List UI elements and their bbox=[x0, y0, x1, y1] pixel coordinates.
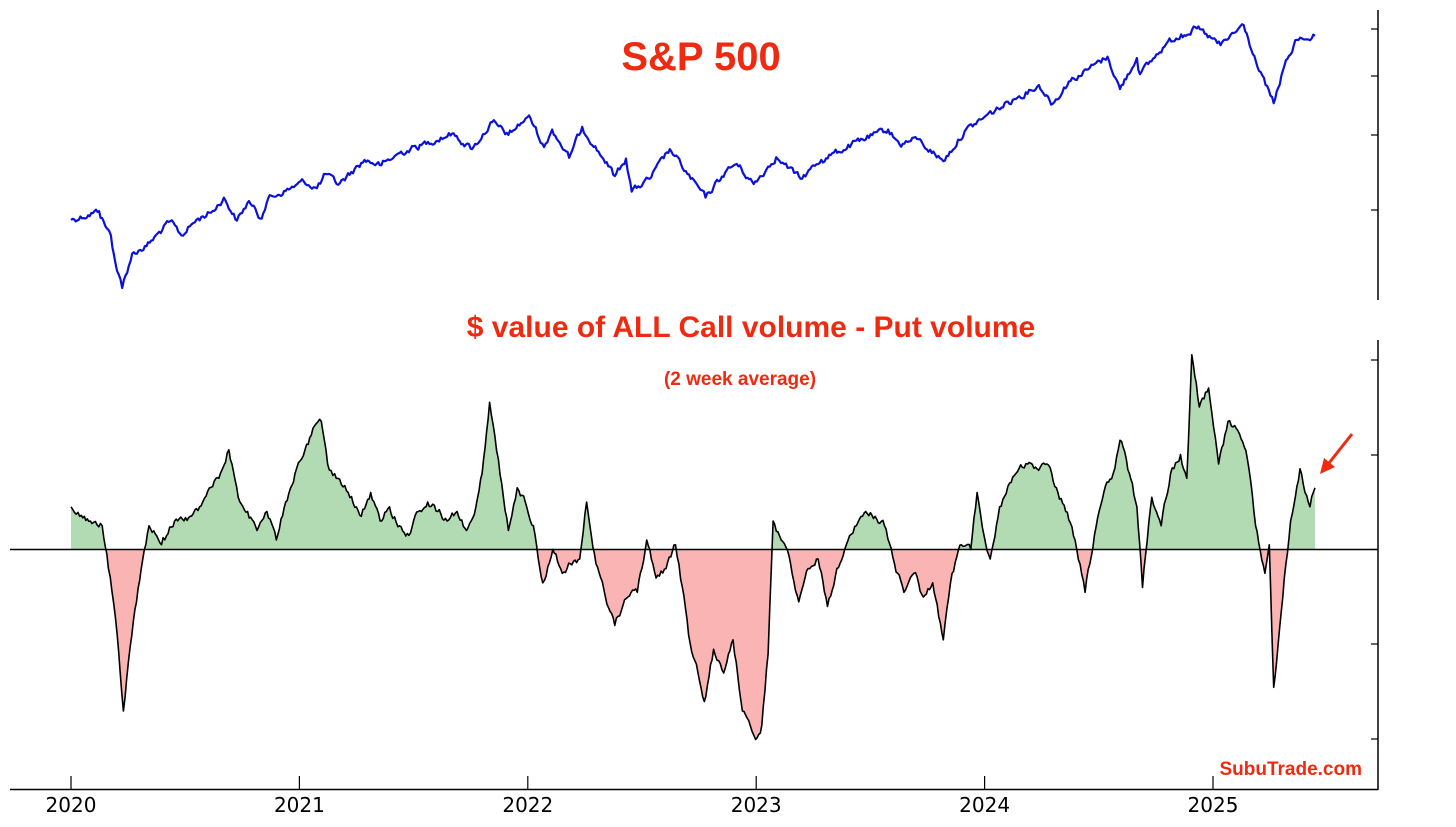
watermark-text: SubuTrade.com bbox=[1219, 759, 1362, 780]
callput-positive-area bbox=[71, 354, 1315, 550]
x-tick-label: 2021 bbox=[274, 793, 325, 817]
callput-panel: $ value of ALL Call volume - Put volume … bbox=[10, 311, 1379, 790]
x-tick-label: 2022 bbox=[502, 793, 553, 817]
sp500-right-ticks bbox=[1371, 28, 1378, 211]
x-axis: 2020 2021 2022 2023 2024 2025 bbox=[10, 776, 1378, 817]
callput-negative-area bbox=[71, 549, 1315, 740]
x-ticks: 2020 2021 2022 2023 2024 2025 bbox=[46, 776, 1239, 817]
x-tick-label: 2020 bbox=[46, 793, 97, 817]
sp500-chart-title: S&P 500 bbox=[621, 35, 780, 79]
sp500-series-line bbox=[70, 23, 1316, 290]
callput-arrow-annotation bbox=[1320, 433, 1354, 474]
sp500-panel: S&P 500 bbox=[70, 10, 1379, 300]
x-tick-label: 2025 bbox=[1188, 793, 1239, 817]
x-tick-label: 2023 bbox=[731, 793, 782, 817]
callput-chart-subtitle: (2 week average) bbox=[664, 369, 816, 390]
callput-chart-title: $ value of ALL Call volume - Put volume bbox=[467, 311, 1035, 344]
callput-series-line bbox=[70, 354, 1316, 741]
x-tick-label: 2024 bbox=[959, 793, 1010, 817]
